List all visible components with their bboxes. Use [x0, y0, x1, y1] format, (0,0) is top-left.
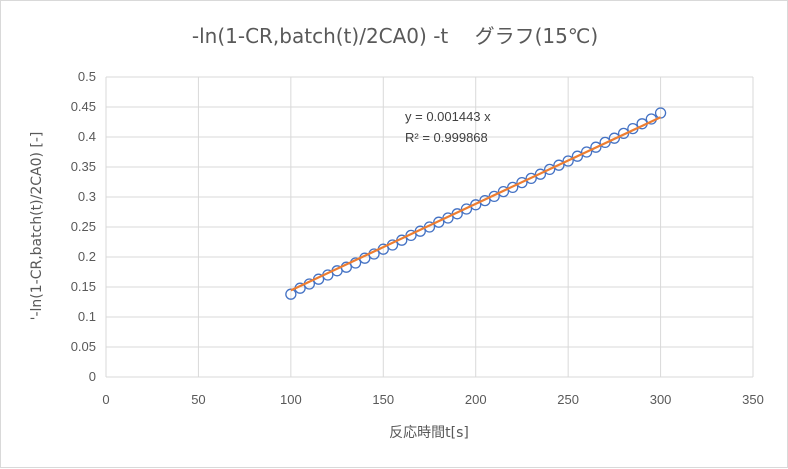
x-tick-label: 300 — [650, 392, 672, 407]
y-tick-label: 0.35 — [71, 159, 96, 174]
data-point — [562, 155, 574, 167]
data-point — [599, 136, 611, 149]
y-tick-label: 0.45 — [71, 99, 96, 114]
y-tick-label: 0.3 — [78, 189, 96, 204]
data-point — [608, 132, 621, 144]
x-tick-label: 100 — [280, 392, 302, 407]
x-tick-label: 250 — [557, 392, 579, 407]
data-point — [460, 203, 473, 215]
y-tick-label: 0.4 — [78, 129, 96, 144]
y-tick-label: 0.25 — [71, 219, 96, 234]
x-axis-ticks: 0 50 100 150 200 250 300 350 — [102, 392, 763, 407]
x-tick-label: 0 — [102, 392, 109, 407]
data-point — [580, 146, 593, 158]
data-point — [507, 181, 519, 194]
x-tick-label: 150 — [372, 392, 394, 407]
y-tick-label: 0 — [89, 369, 96, 384]
x-tick-label: 200 — [465, 392, 487, 407]
y-tick-label: 0.5 — [78, 69, 96, 84]
r-squared-label: R² = 0.999868 — [405, 130, 488, 145]
data-point — [571, 150, 584, 162]
data-point — [553, 159, 565, 171]
y-axis-label: '-ln(1-CR,batch(t)/2CA0) [-] — [29, 132, 45, 321]
data-point — [285, 288, 297, 300]
trendline-equation: y = 0.001443 x — [405, 109, 491, 124]
gridlines — [105, 76, 754, 378]
data-point — [497, 185, 510, 198]
y-tick-label: 0.05 — [71, 339, 96, 354]
y-tick-label: 0.1 — [78, 309, 96, 324]
data-point — [590, 141, 602, 153]
data-point — [516, 176, 528, 189]
x-tick-label: 350 — [742, 392, 764, 407]
trendline-line — [290, 116, 662, 292]
trendline — [290, 116, 662, 292]
data-point — [534, 168, 547, 180]
y-tick-label: 0.2 — [78, 249, 96, 264]
x-tick-label: 50 — [191, 392, 205, 407]
y-tick-label: 0.15 — [71, 279, 96, 294]
chart-title: -ln(1-CR,batch(t)/2CA0) -t グラフ(15℃) — [192, 24, 598, 48]
data-point — [433, 216, 445, 228]
x-axis-label: 反応時間t[s] — [389, 425, 469, 441]
data-point — [470, 199, 482, 211]
y-axis-ticks: 0 0.05 0.1 0.15 0.2 0.25 0.3 0.35 0.4 0.45 0.5 — [71, 69, 96, 384]
data-point — [544, 163, 556, 176]
data-point — [525, 172, 537, 185]
data-point — [479, 194, 491, 207]
